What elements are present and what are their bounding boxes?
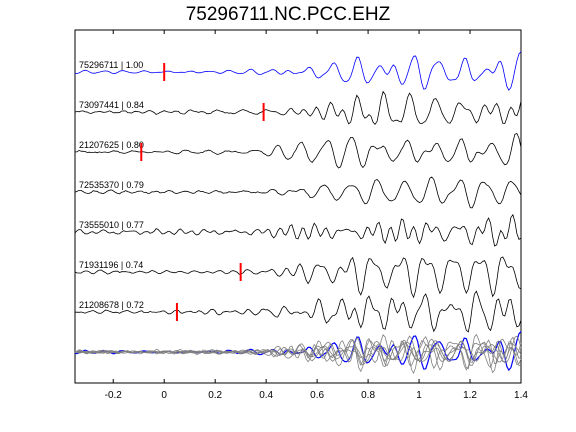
trace-line: [74, 213, 522, 247]
x-tick-label: 0.2: [208, 390, 222, 401]
chart-title: 75296711.NC.PCC.EHZ: [185, 4, 391, 25]
trace-label: 73097441 | 0.84: [79, 100, 144, 110]
x-tick-label: 1.4: [514, 390, 528, 401]
x-tick-label: 0.4: [259, 390, 273, 401]
trace-label: 72535370 | 0.79: [79, 180, 144, 190]
trace-label: 75296711 | 1.00: [79, 60, 143, 70]
plot-frame: [74, 29, 522, 384]
x-tick-label: 1.2: [463, 390, 477, 401]
trace-label: 73555010 | 0.77: [79, 220, 144, 230]
x-tick-label: 1: [416, 390, 422, 401]
stack-trace-line: [74, 336, 522, 365]
trace-label: 21207625 | 0.80: [79, 140, 144, 150]
x-tick-label: -0.2: [105, 390, 123, 401]
x-tick-label: 0: [161, 390, 167, 401]
stack-trace-line: [74, 333, 522, 370]
x-tick-label: 0.6: [310, 390, 324, 401]
trace-label: 71931196 | 0.74: [79, 260, 143, 270]
stack-trace-line: [74, 338, 522, 375]
trace-line: [74, 90, 522, 126]
trace-label: 21208678 | 0.72: [79, 300, 144, 310]
trace-line: [74, 51, 522, 91]
trace-line: [75, 132, 522, 169]
trace-line: [75, 290, 522, 333]
x-tick-label: 0.8: [361, 390, 375, 401]
trace-line: [74, 176, 522, 209]
trace-line: [74, 256, 522, 299]
